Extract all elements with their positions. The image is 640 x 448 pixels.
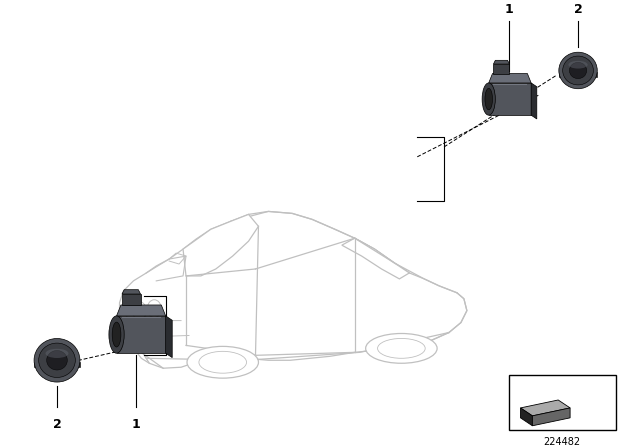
Ellipse shape [45, 349, 68, 358]
Polygon shape [493, 64, 509, 73]
Ellipse shape [47, 350, 67, 370]
Ellipse shape [563, 56, 593, 85]
Polygon shape [120, 211, 467, 368]
Text: 2: 2 [573, 3, 582, 16]
Polygon shape [520, 408, 532, 426]
Text: 2: 2 [52, 418, 61, 431]
Polygon shape [520, 400, 570, 416]
Ellipse shape [38, 343, 76, 378]
Polygon shape [342, 238, 410, 279]
Ellipse shape [559, 52, 597, 89]
Polygon shape [116, 316, 166, 353]
Polygon shape [34, 362, 80, 367]
Polygon shape [122, 294, 141, 305]
Polygon shape [166, 316, 172, 358]
Ellipse shape [485, 88, 493, 110]
Polygon shape [122, 290, 141, 294]
Ellipse shape [147, 300, 161, 318]
Ellipse shape [568, 61, 588, 69]
Ellipse shape [378, 338, 425, 358]
Ellipse shape [34, 339, 80, 382]
Polygon shape [116, 305, 166, 316]
Ellipse shape [570, 62, 587, 79]
Text: 1: 1 [504, 3, 513, 16]
Ellipse shape [199, 351, 246, 373]
Text: 224482: 224482 [543, 437, 580, 447]
Polygon shape [489, 83, 531, 115]
Bar [509, 375, 616, 430]
Polygon shape [532, 408, 570, 426]
Polygon shape [183, 215, 259, 276]
Ellipse shape [109, 316, 124, 353]
Ellipse shape [132, 302, 147, 319]
Polygon shape [489, 73, 531, 83]
Ellipse shape [482, 83, 495, 115]
Polygon shape [531, 83, 537, 119]
Ellipse shape [187, 346, 259, 378]
Ellipse shape [112, 322, 121, 347]
Polygon shape [559, 73, 597, 77]
Polygon shape [493, 60, 509, 64]
Text: 1: 1 [132, 418, 141, 431]
Ellipse shape [365, 333, 437, 363]
